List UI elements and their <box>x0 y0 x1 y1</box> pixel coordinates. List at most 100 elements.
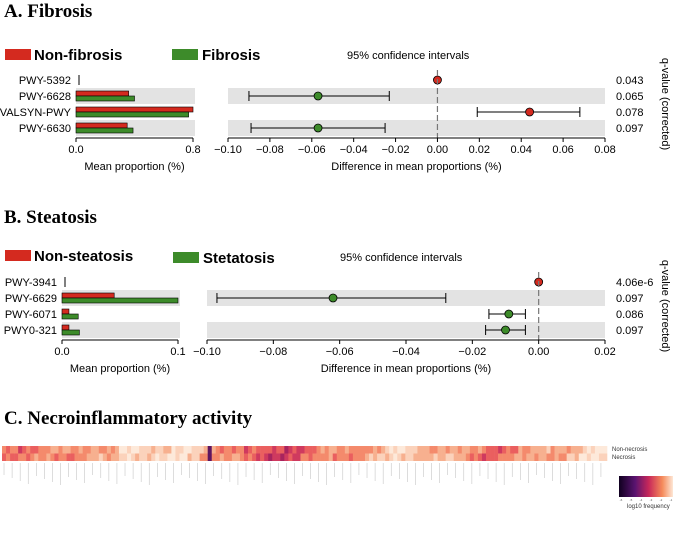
colorbar-ticks: -6 -5 -4 -3 -2 -1 <box>620 498 673 502</box>
heatmap-cell <box>62 453 67 461</box>
heatmap-cell <box>441 446 446 454</box>
panel-a-plot: PWY-5392 0.043 PWY-6628 0.065 VALSYN-PWY 0.07… <box>0 58 671 173</box>
right-tick-label: 0.00 <box>528 346 549 358</box>
heatmap-cell <box>574 446 580 454</box>
heatmap-cell <box>207 453 213 461</box>
heatmap-cell <box>244 453 249 461</box>
right-tick-label: 0.02 <box>469 144 490 156</box>
colorbar-tick-label: -2 <box>660 498 663 502</box>
heatmap-cell <box>308 453 313 461</box>
legend-non-steatosis: Non-steatosis <box>34 248 133 265</box>
heatmap-cell <box>135 446 140 454</box>
heatmap-cell <box>409 453 414 461</box>
legend-swatch-non-steatosis <box>5 250 31 261</box>
heatmap-cell <box>542 446 547 454</box>
heatmap-cell <box>151 446 156 454</box>
heatmap-cell <box>365 446 370 454</box>
heatmap-cell <box>244 446 249 454</box>
heatmap-cell <box>102 446 108 454</box>
heatmap-cell <box>163 453 168 461</box>
heatmap-cell <box>360 453 366 461</box>
heatmap-cell <box>248 453 253 461</box>
heatmap-cell <box>219 453 225 461</box>
left-tick-label: 0.8 <box>185 144 200 156</box>
heatmap-cell <box>300 446 305 454</box>
heatmap-cell <box>594 446 600 454</box>
heatmap-cell <box>405 453 410 461</box>
legend-swatch-steatosis <box>173 252 199 263</box>
qvalue-axis-label: q-value (corrected) <box>659 58 671 150</box>
left-tick-label: 0.1 <box>170 346 185 358</box>
heatmap-cell <box>393 453 398 461</box>
right-tick-label: −0.06 <box>298 144 326 156</box>
heatmap-cell <box>457 446 463 454</box>
heatmap-cell <box>276 453 281 461</box>
heatmap-cell <box>340 446 346 454</box>
right-axis-title: Difference in mean proportions (%) <box>321 363 491 375</box>
panel-b-plot: PWY-3941 4.06e-6 PWY-6629 0.097 PWY-6071 0.08… <box>4 260 671 375</box>
heatmap-cell <box>175 446 180 454</box>
heatmap-cell <box>155 446 160 454</box>
heatmap-cell <box>457 453 463 461</box>
heatmap-cell <box>514 453 519 461</box>
heatmap-cell <box>344 453 350 461</box>
heatmap-cell <box>211 446 217 454</box>
heatmap-cell <box>163 446 168 454</box>
heatmap-cell <box>54 453 59 461</box>
heatmap-cell <box>562 453 567 461</box>
heatmap-cell <box>320 453 325 461</box>
heatmap-cell <box>191 446 196 454</box>
heatmap-cell <box>139 446 144 454</box>
heatmap-cell <box>227 453 233 461</box>
heatmap-cell <box>356 453 362 461</box>
q-value: 0.097 <box>616 123 644 135</box>
heatmap-cell <box>401 453 406 461</box>
heatmap-cell <box>118 453 124 461</box>
heatmap-cell <box>562 446 567 454</box>
heatmap-cell <box>417 453 422 461</box>
heatmap-cell <box>90 446 96 454</box>
heatmap-cell <box>114 446 120 454</box>
heatmap-cell <box>397 453 402 461</box>
heatmap-cell <box>312 453 317 461</box>
heatmap-cell <box>2 453 7 461</box>
heatmap-cell <box>235 446 241 454</box>
heatmap-cell <box>554 446 559 454</box>
heatmap-cell <box>78 446 83 454</box>
heatmap-cell <box>449 453 455 461</box>
heatmap-cell <box>449 446 455 454</box>
heatmap-cell <box>94 453 100 461</box>
heatmap-cell <box>167 446 172 454</box>
heatmap-cell <box>526 446 531 454</box>
heatmap-row-label-necrosis: Necrosis <box>612 455 635 461</box>
heatmap-cell <box>381 453 386 461</box>
heatmap-cell <box>494 446 499 454</box>
heatmap-cell <box>409 446 414 454</box>
heatmap-cell <box>46 446 51 454</box>
heatmap-cell <box>433 453 438 461</box>
heatmap-cell <box>328 453 334 461</box>
heatmap-cell <box>288 453 293 461</box>
panel-c-title: C. Necroinflammatory activity <box>4 408 253 429</box>
heatmap-cell <box>486 453 491 461</box>
right-tick-label: −0.10 <box>193 346 221 358</box>
panel-a-ci-title: 95% confidence intervals <box>347 50 470 62</box>
heatmap-cell <box>590 453 596 461</box>
heatmap-cell <box>260 453 265 461</box>
heatmap-cell <box>179 446 184 454</box>
heatmap-cell <box>284 453 289 461</box>
heatmap-cell <box>473 453 479 461</box>
heatmap-cell <box>393 446 398 454</box>
heatmap-cell <box>151 453 156 461</box>
heatmap-cell <box>445 446 450 454</box>
heatmap-cell <box>570 446 576 454</box>
heatmap-cell <box>94 446 100 454</box>
heatmap-cell <box>50 446 55 454</box>
row-label: PWY0-321 <box>4 325 57 337</box>
heatmap-cell <box>425 453 430 461</box>
heatmap-cell <box>550 453 555 461</box>
heatmap-cell <box>312 446 317 454</box>
heatmap-cell <box>22 446 27 454</box>
heatmap-cell <box>445 453 450 461</box>
